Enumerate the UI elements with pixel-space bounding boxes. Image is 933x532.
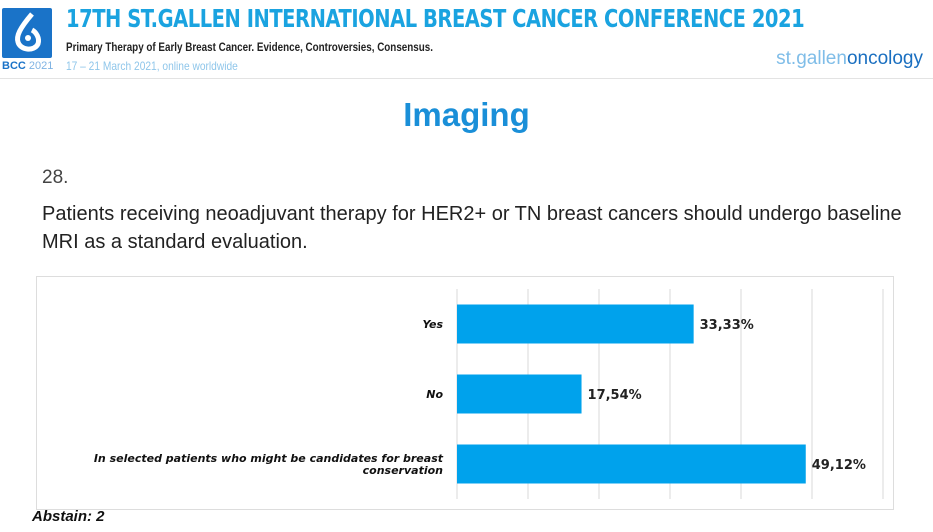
logo-caption: BCC 2021: [2, 60, 54, 72]
header-divider: [0, 78, 933, 79]
bar: [457, 444, 806, 484]
category-label: No: [426, 388, 443, 401]
data-label: 49,12%: [812, 458, 866, 473]
abstain-count: Abstain: 2: [32, 508, 105, 525]
conference-subtitle: Primary Therapy of Early Breast Cancer. …: [66, 40, 433, 54]
sponsor-logo: st.gallenoncology: [776, 48, 923, 69]
category-label: In selected patients who might be candid…: [94, 452, 444, 465]
chart-frame: 33,33% Yes 17,54% No 49,12% In selected patie…: [36, 276, 894, 510]
category-label: Yes: [422, 318, 443, 331]
bar: [457, 304, 694, 344]
category-label: conservation: [363, 464, 444, 477]
conference-dates: 17 – 21 March 2021, online worldwide: [66, 59, 238, 73]
data-label: 33,33%: [700, 318, 754, 333]
question-text: Patients receiving neoadjuvant therapy f…: [42, 203, 902, 253]
slide-title: Imaging: [403, 96, 530, 133]
question-number: 28.: [42, 167, 69, 188]
bar-chart: 33,33% Yes 17,54% No 49,12% In selected patie…: [94, 289, 884, 499]
bar: [457, 374, 582, 414]
conference-title: 17TH ST.GALLEN INTERNATIONAL BREAST CANC…: [66, 4, 805, 33]
data-label: 17,54%: [588, 388, 642, 403]
bcc-logo: [2, 8, 52, 58]
